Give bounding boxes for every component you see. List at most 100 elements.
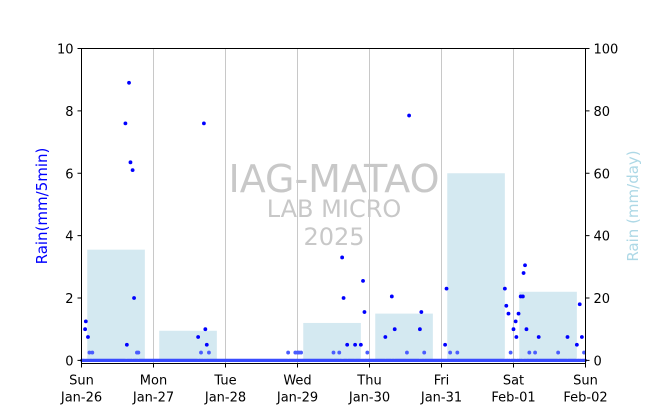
daily-bar-4 [447,173,505,361]
x-tick-label-date-5: Jan-31 [420,391,462,406]
rain-point-44 [448,350,453,355]
x-tick-label-day-1: Mon [140,374,167,389]
right-axis-label: Rain (mm/day) [624,150,642,261]
rain-point-42 [443,342,447,347]
rain-point-1 [83,319,88,324]
rain-point-59 [527,350,532,355]
rain-point-13 [196,335,201,339]
left-tick-label-3: 6 [65,167,73,182]
left-axis-label: Rain(mm/5min) [33,148,51,265]
rain-point-8 [128,160,133,165]
rain-point-38 [405,350,409,355]
daily-total-bars [87,173,577,361]
rain-point-61 [536,335,541,339]
rain-point-2 [86,335,90,339]
right-tick-label-0: 0 [594,354,602,369]
x-tick-label-date-6: Feb-01 [491,391,535,406]
x-tick-label-day-4: Thu [356,374,381,389]
rain-point-53 [516,311,521,316]
rain-point-28 [345,342,350,347]
rain-point-64 [574,342,579,347]
daily-bar-5 [519,291,577,361]
rain-point-62 [556,350,561,355]
rain-point-5 [123,121,128,126]
rain-point-30 [358,342,363,347]
x-tick-label-day-6: Sat [503,374,524,389]
rain-point-47 [504,303,509,308]
rain-point-9 [130,168,135,173]
left-tick-label-0: 0 [65,354,73,369]
rain-point-48 [506,311,511,316]
rain-point-23 [299,350,303,355]
watermark-line-2: LAB MICRO [267,195,402,223]
rain-point-3 [87,350,92,355]
rain-5min-points [80,80,587,362]
right-tick-label-4: 80 [594,105,611,120]
x-tick-label-day-0: Sun [69,374,94,389]
daily-bar-0 [87,249,145,361]
rain-point-56 [521,271,526,275]
rain-point-52 [514,335,519,339]
rain-point-49 [508,350,513,355]
x-tick-label-date-7: Feb-02 [563,391,607,406]
left-tick-label-2: 4 [65,230,73,245]
rain-point-51 [513,319,518,324]
rain-point-39 [418,327,422,332]
rain-point-12 [136,350,141,355]
rain-point-37 [407,113,411,118]
rain-point-15 [202,121,206,126]
rain-point-50 [511,327,516,332]
daily-bar-2 [303,322,361,361]
rain-point-24 [331,350,336,355]
plot-frame [81,48,586,364]
rain-point-17 [204,342,209,347]
x-tick-label-day-3: Wed [283,374,311,389]
rain-point-36 [392,327,397,332]
left-axis-ticks: 0 2 4 6 8 10 [57,43,82,369]
rain-point-41 [422,350,427,355]
rain-point-27 [341,296,346,300]
rain-point-35 [389,294,394,299]
right-tick-label-3: 60 [594,167,611,182]
rain-point-29 [353,342,357,347]
rain-point-10 [132,296,136,300]
watermark-line-3: 2025 [303,223,364,251]
watermark-line-1: IAG-MATAO [228,157,439,201]
rain-point-65 [577,302,582,307]
x-axis-ticks: Sun Jan-26 Mon Jan-27 Tue Jan-28 Wed Jan-29 Thu J… [60,363,608,406]
vertical-gridlines [153,48,514,364]
rain-point-0 [83,327,87,332]
rain-point-34 [383,335,388,339]
x-tick-label-day-2: Tue [213,374,236,389]
x-tick-label-date-2: Jan-28 [204,391,246,406]
x-tick-label-date-4: Jan-30 [348,391,390,406]
rain-point-66 [580,335,584,339]
rain-point-63 [565,335,570,339]
left-tick-label-1: 2 [65,292,73,307]
rain-point-14 [199,350,203,355]
rain-point-60 [533,350,537,355]
rain-point-40 [419,310,424,314]
rain-point-55 [520,294,525,299]
rain-point-46 [502,286,507,291]
right-axis-ticks: 0 20 40 60 80 100 [585,43,619,369]
x-tick-label-date-1: Jan-27 [132,391,174,406]
rain-point-25 [337,350,342,355]
x-tick-label-date-0: Jan-26 [60,391,102,406]
right-tick-label-5: 100 [594,43,619,58]
left-tick-label-4: 8 [65,105,73,120]
rain-point-18 [207,350,211,355]
rain-point-31 [361,278,365,283]
x-tick-label-day-5: Fri [434,374,450,389]
right-tick-label-1: 20 [594,292,611,307]
rain-point-45 [455,350,460,355]
rain-point-4 [90,350,95,355]
x-tick-label-date-3: Jan-29 [276,391,318,406]
rain-point-16 [203,327,208,332]
rain-point-33 [365,350,370,355]
rain-point-19 [286,350,291,355]
rain-point-7 [127,80,131,85]
rain-point-57 [523,263,527,268]
x-tick-label-day-7: Sun [573,374,598,389]
